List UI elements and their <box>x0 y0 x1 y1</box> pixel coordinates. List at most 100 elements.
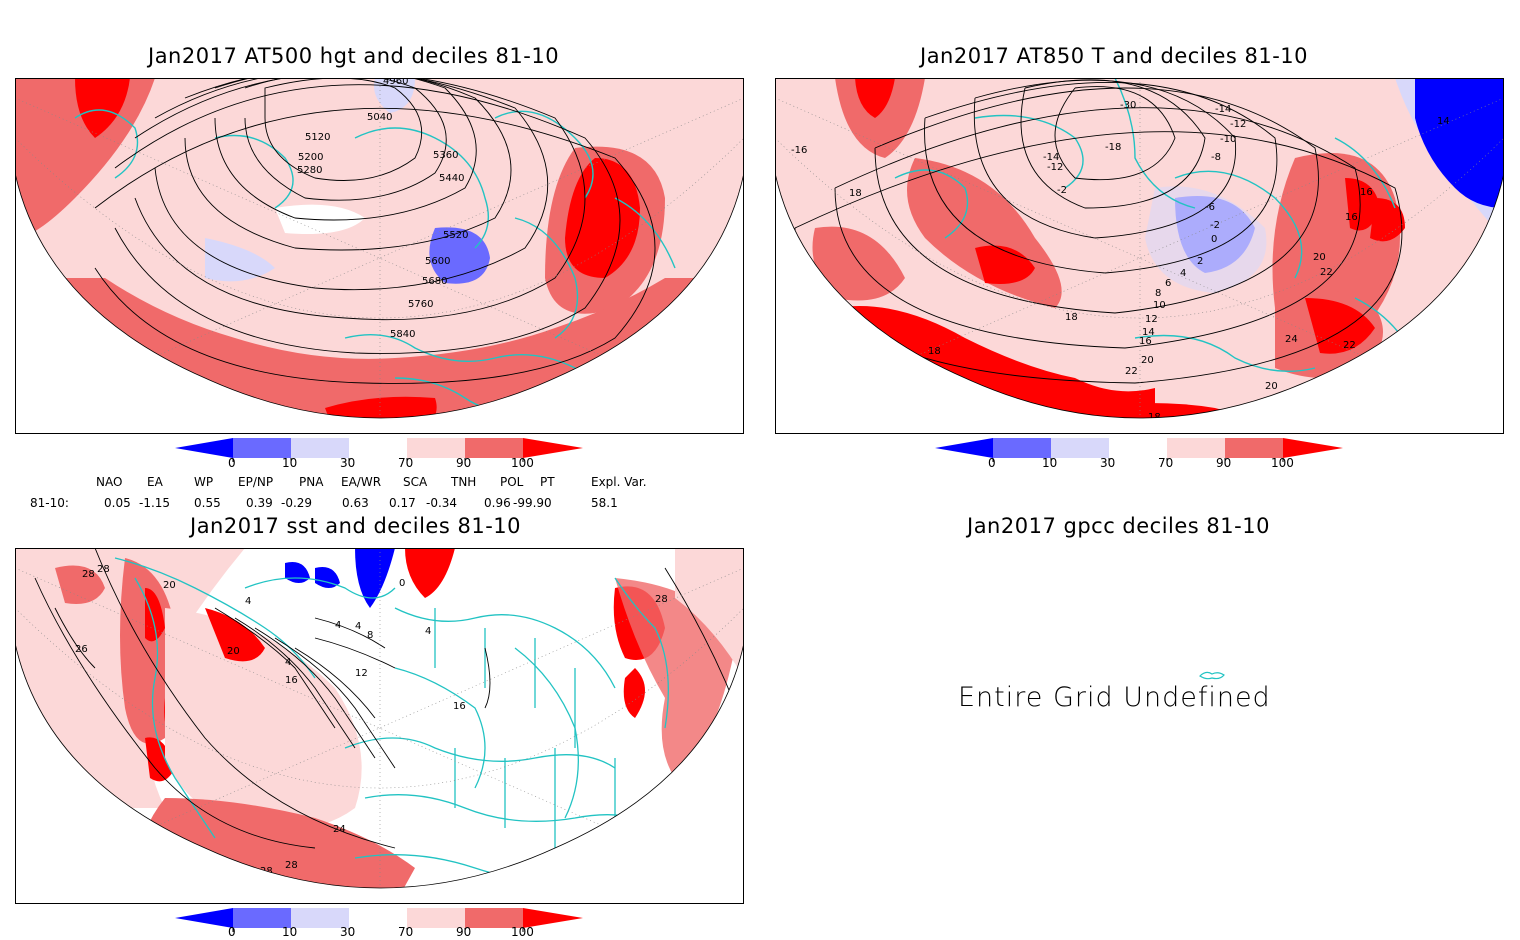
sst-cold-anomaly <box>355 548 395 608</box>
svg-text:8: 8 <box>1155 288 1161 299</box>
svg-text:16: 16 <box>285 675 298 686</box>
svg-text:4: 4 <box>355 621 361 632</box>
svg-text:24: 24 <box>333 824 346 835</box>
svg-text:20: 20 <box>1313 252 1326 263</box>
svg-text:12: 12 <box>1145 314 1158 325</box>
hgt-anomaly-neg <box>429 227 490 284</box>
hgt-map: 4960 5040 5120 5200 5280 5360 5440 5520 … <box>15 78 744 434</box>
svg-text:5040: 5040 <box>367 112 392 123</box>
svg-text:20: 20 <box>1265 381 1278 392</box>
svg-text:5760: 5760 <box>408 299 433 310</box>
svg-text:5600: 5600 <box>425 256 450 267</box>
svg-text:-2: -2 <box>1057 185 1067 196</box>
t850-colorbar <box>935 438 1343 462</box>
colorbar-tick: 100 <box>1271 456 1294 470</box>
svg-text:-18: -18 <box>1105 142 1121 153</box>
gpcc-panel-title: Jan2017 gpcc deciles 81-10 <box>967 514 1270 538</box>
svg-text:-30: -30 <box>1120 100 1136 111</box>
colorbar-tick: 10 <box>1042 456 1058 470</box>
svg-text:4: 4 <box>335 620 341 631</box>
svg-text:18: 18 <box>849 188 862 199</box>
svg-text:2: 2 <box>1197 256 1203 267</box>
t850-panel-title: Jan2017 AT850 T and deciles 81-10 <box>920 44 1309 68</box>
colorbar-tick: 70 <box>1158 456 1174 470</box>
svg-text:-6: -6 <box>1205 202 1215 213</box>
svg-text:5840: 5840 <box>390 329 415 340</box>
svg-text:12: 12 <box>355 668 368 679</box>
svg-text:18: 18 <box>1065 312 1078 323</box>
svg-text:5360: 5360 <box>433 150 458 161</box>
index-value: 0.39 <box>246 496 273 510</box>
svg-text:5520: 5520 <box>443 230 468 241</box>
colorbar-tick: 30 <box>1100 456 1116 470</box>
index-name: POL <box>500 475 524 489</box>
gpcc-undefined-message: Entire Grid Undefined <box>958 682 1271 713</box>
index-value: -1.15 <box>139 496 171 510</box>
index-name: NAO <box>96 475 123 489</box>
sst-contour-labels: 28 28 20 26 20 0 4 4 8 4 4 12 16 16 24 2… <box>75 564 668 877</box>
colorbar-tick: 90 <box>456 925 472 939</box>
svg-text:10: 10 <box>1153 300 1166 311</box>
index-name: EA <box>147 475 163 489</box>
index-value: 0.05 <box>104 496 131 510</box>
svg-text:4: 4 <box>285 657 291 668</box>
colorbar-tick: 90 <box>1216 456 1232 470</box>
svg-text:4960: 4960 <box>383 78 408 87</box>
svg-text:22: 22 <box>1343 340 1356 351</box>
svg-text:20: 20 <box>163 580 176 591</box>
index-name: Expl. Var. <box>591 475 647 489</box>
colorbar-tick: 70 <box>398 925 414 939</box>
colorbar-tick: 90 <box>456 456 472 470</box>
svg-text:20: 20 <box>227 646 240 657</box>
svg-text:4: 4 <box>425 626 431 637</box>
colorbar-tick: 0 <box>988 456 996 470</box>
svg-text:16: 16 <box>1360 187 1373 198</box>
colorbar-tick: 0 <box>228 456 236 470</box>
svg-text:14: 14 <box>1437 116 1450 127</box>
index-name: EA/WR <box>341 475 382 489</box>
index-value: 0.96 <box>484 496 511 510</box>
svg-text:4: 4 <box>245 596 251 607</box>
svg-text:28: 28 <box>82 569 95 580</box>
colorbar-tick: 10 <box>282 456 298 470</box>
svg-text:-2: -2 <box>1210 220 1220 231</box>
svg-text:5120: 5120 <box>305 132 330 143</box>
colorbar-tick: 30 <box>340 456 356 470</box>
svg-text:5440: 5440 <box>439 173 464 184</box>
index-name: EP/NP <box>238 475 274 489</box>
index-value: 58.1 <box>591 496 618 510</box>
index-value: 0.55 <box>194 496 221 510</box>
colorbar-tick: 100 <box>511 456 534 470</box>
svg-text:-10: -10 <box>1220 134 1236 145</box>
svg-text:-16: -16 <box>791 145 807 156</box>
index-name: PT <box>540 475 555 489</box>
svg-text:0: 0 <box>1211 234 1217 245</box>
index-value: 0.17 <box>389 496 416 510</box>
sst-map: 28 28 20 26 20 0 4 4 8 4 4 12 16 16 24 2… <box>15 548 744 904</box>
svg-text:6: 6 <box>1165 278 1171 289</box>
svg-text:-12: -12 <box>1047 162 1063 173</box>
svg-text:22: 22 <box>1320 267 1333 278</box>
hgt-contour-labels: 4960 5040 5120 5200 5280 5360 5440 5520 … <box>297 78 468 340</box>
colorbar-tick: 10 <box>282 925 298 939</box>
sst-panel-title: Jan2017 sst and deciles 81-10 <box>190 514 521 538</box>
t850-map: -16 -14 -12 -10 -8 -30 -18 -14 -12 -2 -6… <box>775 78 1504 434</box>
index-name: TNH <box>451 475 477 489</box>
colorbar-tick: 30 <box>340 925 356 939</box>
svg-text:-12: -12 <box>1230 119 1246 130</box>
svg-text:28: 28 <box>97 564 110 575</box>
svg-text:16: 16 <box>453 701 466 712</box>
svg-text:5280: 5280 <box>297 165 322 176</box>
gpcc-map-fragment <box>1199 671 1225 680</box>
sst-colorbar <box>175 908 583 932</box>
svg-text:16: 16 <box>1345 212 1358 223</box>
svg-text:26: 26 <box>75 644 88 655</box>
index-value: -99.90 <box>513 496 552 510</box>
hgt-colorbar <box>175 438 583 462</box>
hgt-anomaly-pos <box>15 78 155 238</box>
svg-text:24: 24 <box>1285 334 1298 345</box>
svg-text:18: 18 <box>928 346 941 357</box>
svg-text:-8: -8 <box>1211 152 1221 163</box>
svg-text:5200: 5200 <box>298 152 323 163</box>
index-value: -0.34 <box>426 496 458 510</box>
